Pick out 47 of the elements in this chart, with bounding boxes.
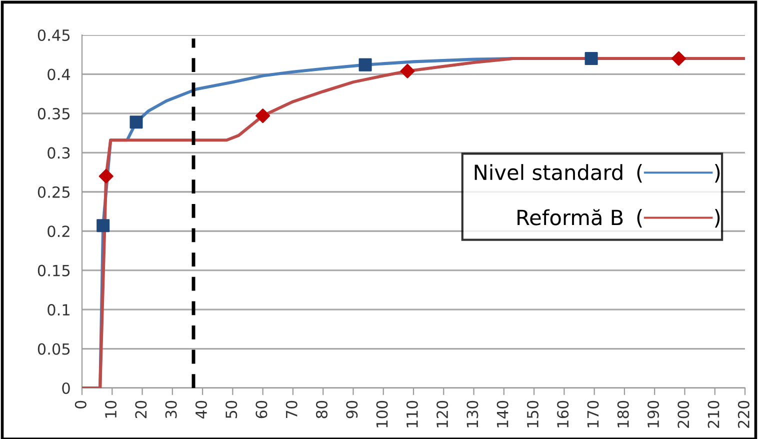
legend-label: Reformă B <box>518 209 623 226</box>
point <box>584 52 598 66</box>
x-tick-label: 70 <box>286 400 298 418</box>
x-tick-label: 210 <box>708 400 720 428</box>
x-tick-label: 160 <box>557 400 569 428</box>
x-tick-label: 110 <box>406 400 418 428</box>
y-tick-label: 0.1 <box>48 304 70 316</box>
x-tick-label: 80 <box>316 400 328 418</box>
x-tick-label: 60 <box>256 400 268 418</box>
point <box>130 116 143 129</box>
y-tick-label: 0.4 <box>48 68 70 80</box>
point <box>98 168 114 184</box>
y-tick-label: 0.05 <box>38 343 70 355</box>
annotation: ) <box>714 164 720 183</box>
annotation: ) <box>714 209 720 228</box>
x-tick-label: 20 <box>135 400 147 418</box>
point <box>96 219 110 232</box>
point <box>358 58 372 72</box>
x-tick-label: 150 <box>526 400 538 428</box>
point <box>256 108 270 124</box>
point <box>400 64 415 78</box>
y-tick-label: 0.25 <box>38 186 70 198</box>
x-tick-label: 100 <box>376 400 388 428</box>
x-tick-label: 50 <box>226 400 238 418</box>
x-tick-label: 180 <box>617 400 629 428</box>
y-tick-label: 0.15 <box>38 264 70 276</box>
x-tick-label: 40 <box>195 400 207 418</box>
y-tick-label: 0 <box>62 382 70 394</box>
legend-label: Nivel standard <box>474 164 622 180</box>
point <box>671 51 686 66</box>
x-tick-label: 0 <box>74 400 86 409</box>
x-tick-label: 170 <box>587 400 599 428</box>
annotation: ( <box>637 209 642 228</box>
x-tick-label: 140 <box>496 400 508 428</box>
annotation: ( <box>637 164 642 183</box>
x-tick-label: 220 <box>738 400 750 428</box>
x-tick-label: 200 <box>678 400 690 428</box>
x-tick-label: 90 <box>346 400 358 418</box>
y-tick-label: 0.3 <box>48 147 70 159</box>
x-tick-label: 30 <box>165 400 177 418</box>
y-tick-label: 0.45 <box>38 29 70 42</box>
y-tick-label: 0.35 <box>38 108 70 120</box>
x-tick-label: 120 <box>436 400 448 428</box>
x-tick-label: 190 <box>647 400 660 428</box>
x-tick-label: 130 <box>466 400 478 428</box>
x-tick-label: 10 <box>105 400 117 418</box>
y-tick-label: 0.2 <box>48 226 70 238</box>
